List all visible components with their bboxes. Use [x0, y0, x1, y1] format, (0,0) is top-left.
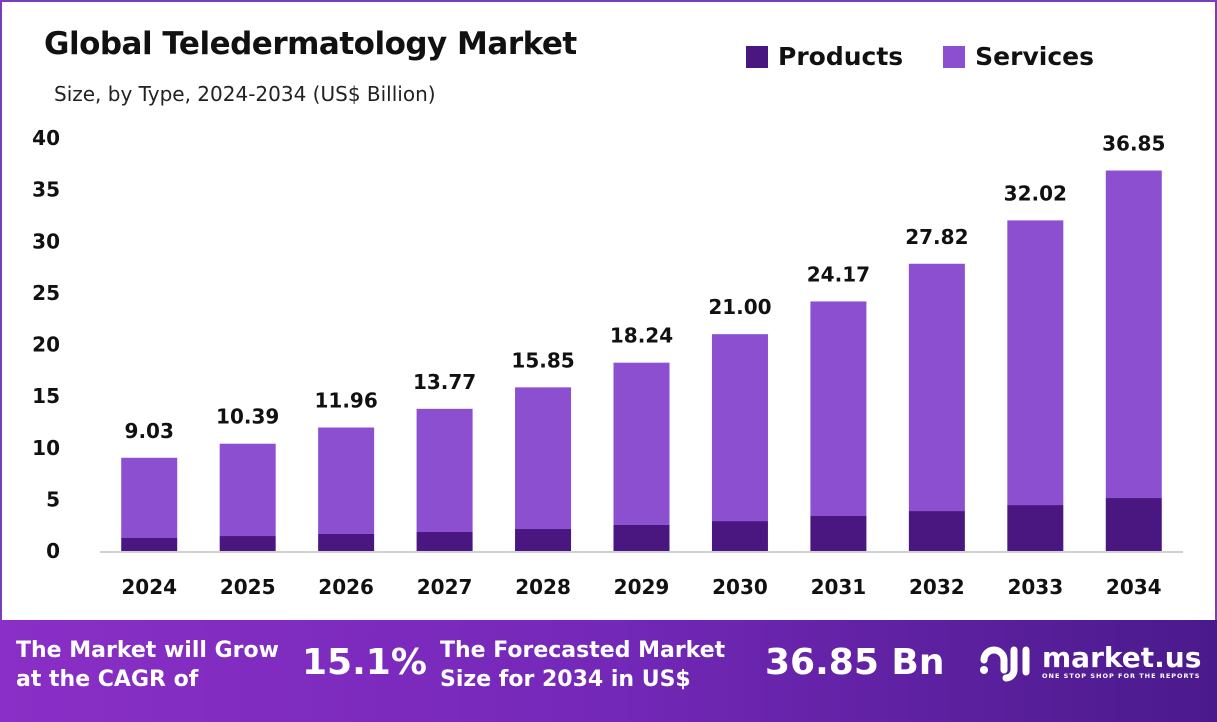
legend-label: Services [975, 42, 1094, 71]
bar-services [1007, 220, 1064, 506]
y-tick-label: 5 [46, 487, 60, 511]
data-label: 10.39 [216, 405, 279, 429]
bar-products [908, 511, 965, 551]
bar-services [613, 362, 670, 525]
footer-banner: The Market will Grow at the CAGR of 15.1%… [0, 620, 1217, 722]
y-tick-label: 35 [32, 178, 60, 202]
data-label: 11.96 [315, 389, 378, 413]
forecast-label-line: The Forecasted Market [440, 638, 726, 663]
bar-services [810, 301, 867, 516]
y-tick-label: 0 [46, 539, 60, 563]
logo-icon [980, 646, 1030, 682]
y-tick-label: 25 [32, 281, 60, 305]
bar-products [416, 532, 473, 551]
x-tick-label: 2030 [712, 575, 768, 599]
bar-products [711, 521, 768, 551]
data-label: 24.17 [807, 262, 870, 286]
bar-chart: 05101520253035409.03202410.39202511.9620… [32, 126, 1183, 599]
data-label: 13.77 [413, 370, 476, 394]
bar-products [810, 515, 867, 551]
cagr-value: 15.1% [302, 642, 427, 683]
data-label: 32.02 [1004, 181, 1067, 205]
y-tick-label: 10 [32, 436, 60, 460]
x-tick-label: 2033 [1007, 575, 1063, 599]
x-tick-label: 2032 [909, 575, 965, 599]
bar-services [219, 443, 276, 537]
data-label: 15.85 [511, 348, 574, 372]
y-tick-label: 15 [32, 384, 60, 408]
y-tick-label: 40 [32, 126, 60, 150]
x-tick-label: 2034 [1106, 575, 1162, 599]
bar-products [121, 537, 178, 551]
bar-services [515, 387, 572, 530]
cagr-label-line: at the CAGR of [16, 667, 199, 692]
bar-products [613, 524, 670, 551]
x-tick-label: 2027 [417, 575, 473, 599]
legend: Products Services [746, 42, 1094, 71]
forecast-label: The Forecasted Market Size for 2034 in US… [440, 636, 725, 694]
data-label: 27.82 [905, 225, 968, 249]
logo-text: market.us [1042, 641, 1202, 674]
bar-services [318, 427, 375, 534]
y-tick-label: 30 [32, 229, 60, 253]
bar-products [515, 529, 572, 551]
data-label: 21.00 [708, 295, 771, 319]
forecast-label-line: Size for 2034 in US$ [440, 667, 691, 692]
data-label: 9.03 [125, 419, 174, 443]
legend-swatch [943, 45, 966, 68]
data-label: 18.24 [610, 324, 673, 348]
data-label: 36.85 [1102, 132, 1165, 156]
bar-services [711, 334, 768, 522]
legend-item-services: Services [943, 42, 1094, 71]
legend-item-products: Products [746, 42, 903, 71]
logo-tagline: ONE STOP SHOP FOR THE REPORTS [1042, 672, 1201, 680]
bar-services [908, 263, 965, 512]
market-us-logo: market.us ONE STOP SHOP FOR THE REPORTS [978, 642, 1201, 682]
legend-swatch [746, 45, 768, 68]
cagr-label: The Market will Grow at the CAGR of [16, 636, 279, 694]
x-tick-label: 2029 [614, 575, 670, 599]
chart-subtitle: Size, by Type, 2024-2034 (US$ Billion) [54, 82, 436, 106]
x-tick-label: 2024 [121, 575, 177, 599]
legend-label: Products [778, 42, 904, 71]
bar-services [121, 457, 178, 538]
forecast-value: 36.85 Bn [765, 642, 945, 683]
bar-services [1105, 170, 1162, 499]
chart-title: Global Teledermatology Market [44, 26, 577, 62]
bar-services [416, 408, 473, 533]
cagr-label-line: The Market will Grow [16, 638, 279, 663]
bar-products [318, 533, 375, 551]
bar-products [1007, 505, 1064, 551]
bar-products [1105, 498, 1162, 551]
x-tick-label: 2031 [811, 575, 867, 599]
x-tick-label: 2026 [318, 575, 374, 599]
x-tick-label: 2025 [220, 575, 276, 599]
bar-products [219, 536, 276, 551]
y-tick-label: 20 [32, 333, 60, 357]
x-tick-label: 2028 [515, 575, 571, 599]
